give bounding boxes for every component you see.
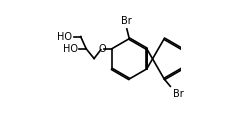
Text: Br: Br [173,89,184,99]
Text: O: O [98,44,106,54]
Text: HO: HO [63,44,78,54]
Text: HO: HO [57,32,72,42]
Text: Br: Br [121,16,132,26]
